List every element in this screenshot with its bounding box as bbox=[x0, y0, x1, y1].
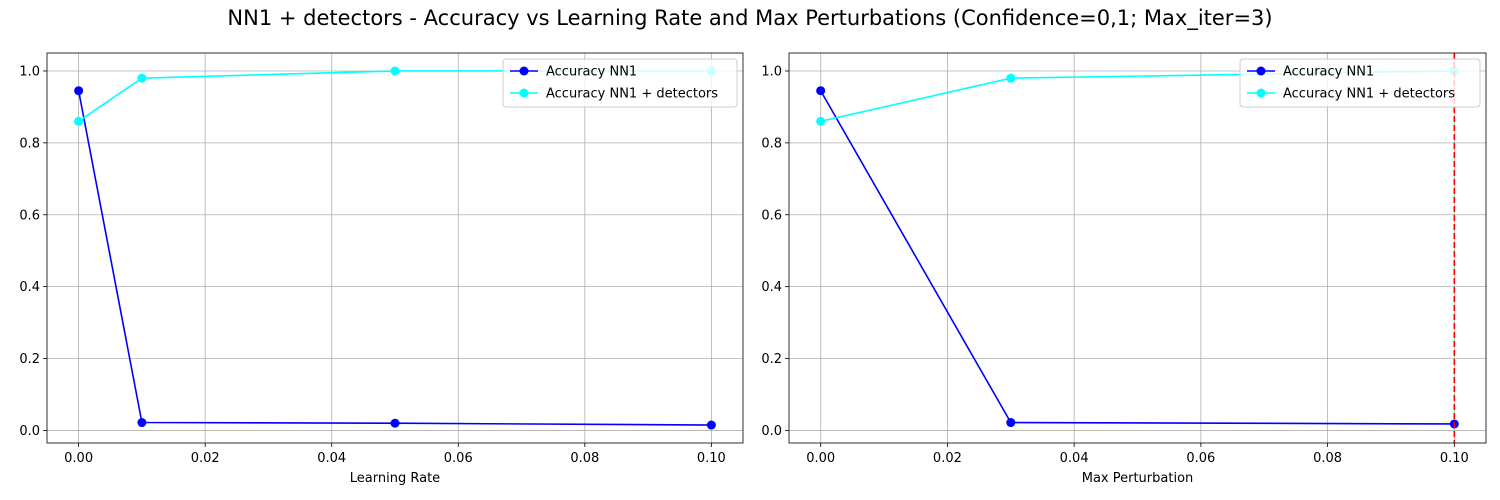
x-tick-label: 0.04 bbox=[317, 451, 346, 466]
data-point bbox=[74, 86, 84, 96]
legend: Accuracy NN1 Accuracy NN1 + detectors bbox=[1239, 58, 1481, 108]
legend-label: Accuracy NN1 + detectors bbox=[546, 87, 718, 102]
data-point bbox=[390, 418, 400, 428]
y-tick-label: 0.2 bbox=[761, 352, 782, 367]
data-point bbox=[390, 66, 400, 76]
series-line-1 bbox=[77, 90, 712, 426]
data-point bbox=[816, 116, 826, 126]
subplot-1: 0.00 0.02 0.04 0.06 0.08 0.10 0.0 0.2 0.4 0.6 0.8 1… bbox=[19, 52, 744, 486]
figure-title: NN1 + detectors - Accuracy vs Learning R… bbox=[227, 6, 1273, 30]
x-tick-label: 0.06 bbox=[1186, 451, 1215, 466]
x-tick-label: 0.10 bbox=[1440, 451, 1469, 466]
y-tick-label: 0.0 bbox=[761, 424, 782, 439]
data-point bbox=[1006, 73, 1016, 83]
y-tick-label: 0.6 bbox=[19, 208, 40, 223]
y-tick-label: 0.2 bbox=[19, 352, 40, 367]
y-tick-label: 0.4 bbox=[19, 280, 40, 295]
y-tick-label: 0.6 bbox=[761, 208, 782, 223]
x-tick-label: 0.08 bbox=[570, 451, 599, 466]
data-point bbox=[137, 418, 147, 428]
x-tick-label: 0.00 bbox=[806, 451, 835, 466]
legend-marker bbox=[1256, 88, 1266, 98]
legend-marker bbox=[1256, 66, 1266, 76]
y-tick-label: 0.4 bbox=[761, 280, 782, 295]
x-tick-label: 0.08 bbox=[1313, 451, 1342, 466]
y-tick-label: 0.8 bbox=[19, 136, 40, 151]
legend-label: Accuracy NN1 + detectors bbox=[1283, 87, 1455, 102]
legend-marker bbox=[519, 88, 529, 98]
axes-frame bbox=[46, 52, 744, 444]
y-tick-label: 1.0 bbox=[19, 64, 40, 79]
series-line-1 bbox=[819, 90, 1455, 425]
y-tick-label: 0.0 bbox=[19, 424, 40, 439]
data-point bbox=[137, 73, 147, 83]
y-tick-label: 0.8 bbox=[761, 136, 782, 151]
data-point bbox=[816, 86, 826, 96]
legend-label: Accuracy NN1 bbox=[546, 65, 637, 80]
legend: Accuracy NN1 Accuracy NN1 + detectors bbox=[502, 58, 738, 108]
x-tick-label: 0.10 bbox=[697, 451, 726, 466]
x-tick-label: 0.02 bbox=[191, 451, 220, 466]
data-point bbox=[706, 420, 716, 430]
legend-label: Accuracy NN1 bbox=[1283, 65, 1374, 80]
legend-box bbox=[1239, 58, 1481, 108]
subplot-2: 0.00 0.02 0.04 0.06 0.08 0.10 0.0 0.2 0.4 0.6 0.8 1… bbox=[761, 52, 1487, 486]
x-axis-label: Max Perturbation bbox=[1082, 471, 1194, 486]
x-tick-label: 0.04 bbox=[1060, 451, 1089, 466]
x-tick-label: 0.00 bbox=[64, 451, 93, 466]
data-point bbox=[74, 116, 84, 126]
y-tick-label: 1.0 bbox=[761, 64, 782, 79]
data-point bbox=[1006, 418, 1016, 428]
x-tick-label: 0.06 bbox=[444, 451, 473, 466]
axes-frame bbox=[788, 52, 1487, 444]
x-axis-label: Learning Rate bbox=[350, 471, 440, 486]
x-tick-label: 0.02 bbox=[933, 451, 962, 466]
legend-box bbox=[502, 58, 738, 108]
legend-marker bbox=[519, 66, 529, 76]
